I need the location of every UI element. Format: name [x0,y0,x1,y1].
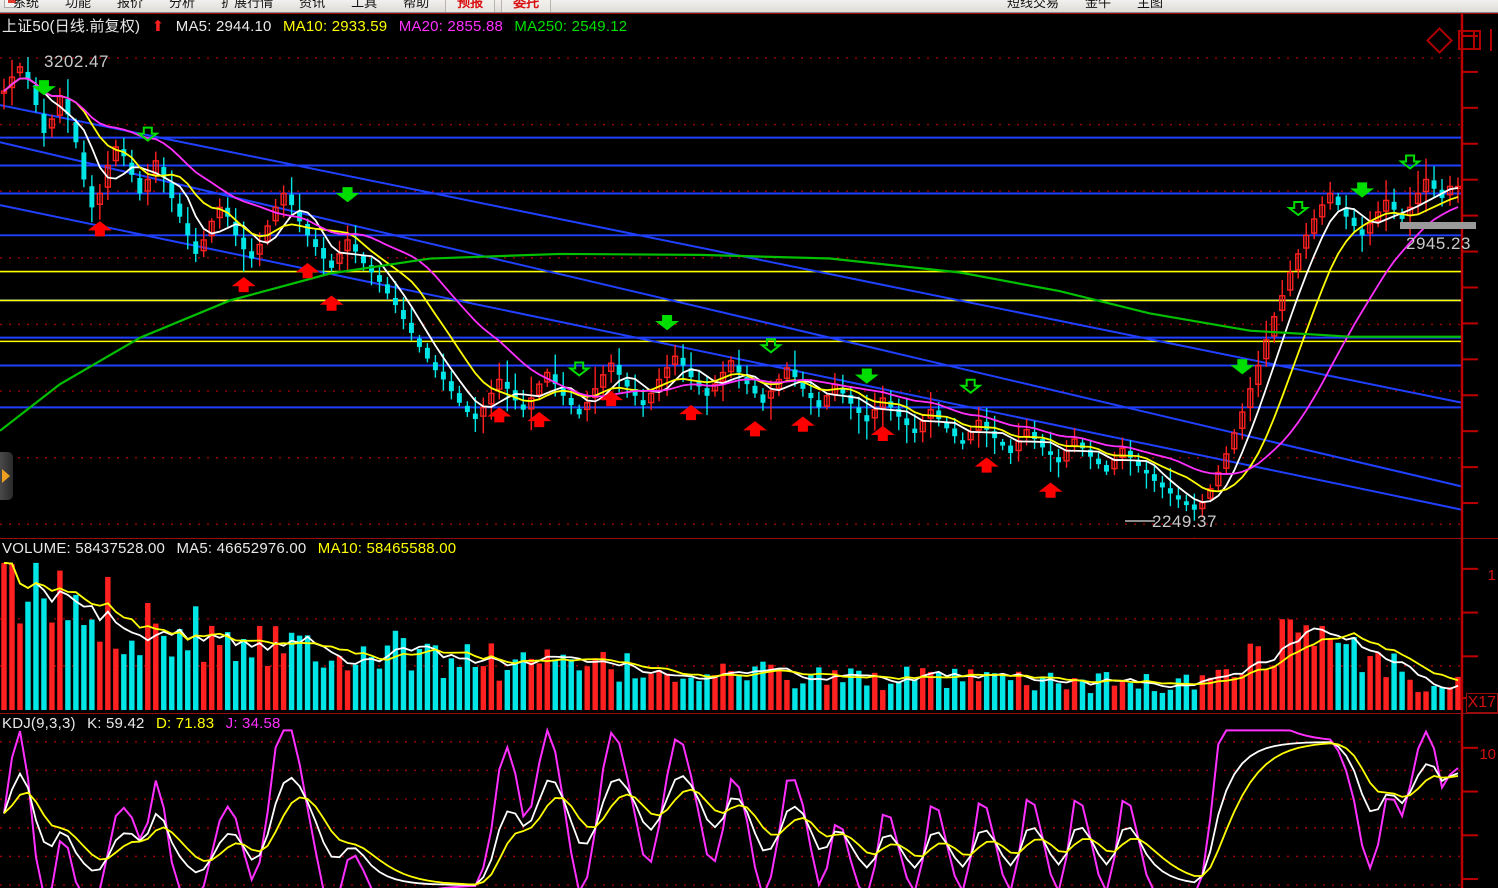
volume-chart-panel[interactable]: VOLUME: 58437528.00 MA5: 46652976.00 MA1… [0,538,1498,713]
toolbar-right-item-2[interactable]: 主图 [1136,0,1163,10]
menu-item-0[interactable]: 系统 [13,0,40,10]
main-toolbar[interactable]: 系统 功能 报价 分析 扩展行情 资讯 工具 帮助 预报 委托 短线交易 金牛 主图 [0,0,1498,13]
menu-item-2[interactable]: 报价 [117,0,144,10]
high-price-label: 3202.47 [44,52,109,71]
kdj-axis-top-label: 10 [1479,746,1496,763]
kdj-chart-panel[interactable]: KDJ(9,3,3) K: 59.42 D: 71.83 J: 34.58 10 [0,713,1498,888]
kdj-title: KDJ(9,3,3) [2,715,76,732]
menu-item-6[interactable]: 工具 [351,0,378,10]
menu-bar[interactable]: 系统 功能 报价 分析 扩展行情 资讯 工具 帮助 预报 委托 [0,0,554,12]
symbol-title[interactable]: 上证50(日线.前复权) [2,18,141,35]
price-plot-area[interactable] [0,14,1498,538]
price-chart-panel[interactable]: 上证50(日线.前复权) ⬆ MA5: 2944.10 MA10: 2933.5… [0,13,1498,538]
price-highlight-bar [1400,222,1476,229]
panel-corner-icons[interactable] [1426,26,1492,54]
toolbar-right-item-0[interactable]: 短线交易 [1006,0,1059,10]
volume-readout: VOLUME: 58437528.00 [2,540,166,557]
low-price-label: 2249.37 [1152,512,1217,531]
ma10-readout: MA10: 2933.59 [282,18,388,35]
menu-item-4[interactable]: 扩展行情 [221,0,274,10]
price-panel-header: 上证50(日线.前复权) ⬆ MA5: 2944.10 MA10: 2933.5… [2,15,634,36]
app-logo-icon [4,0,22,8]
split-window-icon[interactable] [1458,30,1481,50]
volume-multiplier-label: X17 [1465,693,1498,713]
kdj-plot-area[interactable] [0,714,1498,888]
volume-plot-area[interactable] [0,539,1498,713]
menu-item-7[interactable]: 帮助 [403,0,430,10]
toolbar-right-group[interactable]: 短线交易 金牛 主图 [994,0,1176,11]
diamond-icon[interactable] [1426,26,1453,54]
pane-drag-handle[interactable] [0,452,13,500]
up-arrow-icon: ⬆ [151,18,165,35]
menu-item-8[interactable]: 预报 [445,0,496,12]
menu-item-5[interactable]: 资讯 [299,0,326,10]
volume-ma10-readout: MA10: 58465588.00 [317,540,457,557]
toolbar-right-item-1[interactable]: 金牛 [1084,0,1111,10]
menu-item-1[interactable]: 功能 [65,0,92,10]
ma5-readout: MA5: 2944.10 [175,18,272,35]
kdj-d-readout: D: 71.83 [155,715,215,732]
divider-icon [1490,29,1492,51]
ma250-readout: MA250: 2549.12 [514,18,628,35]
menu-item-9[interactable]: 委托 [501,0,552,12]
current-price-label: 2945.23 [1406,234,1471,253]
ma20-readout: MA20: 2855.88 [398,18,504,35]
volume-ma5-readout: MA5: 46652976.00 [176,540,307,557]
menu-item-3[interactable]: 分析 [169,0,196,10]
volume-axis-top-label: 1 [1487,567,1496,584]
volume-panel-header: VOLUME: 58437528.00 MA5: 46652976.00 MA1… [2,540,463,557]
kdj-j-readout: J: 34.58 [225,715,281,732]
kdj-panel-header: KDJ(9,3,3) K: 59.42 D: 71.83 J: 34.58 [2,715,288,732]
kdj-k-readout: K: 59.42 [87,715,145,732]
